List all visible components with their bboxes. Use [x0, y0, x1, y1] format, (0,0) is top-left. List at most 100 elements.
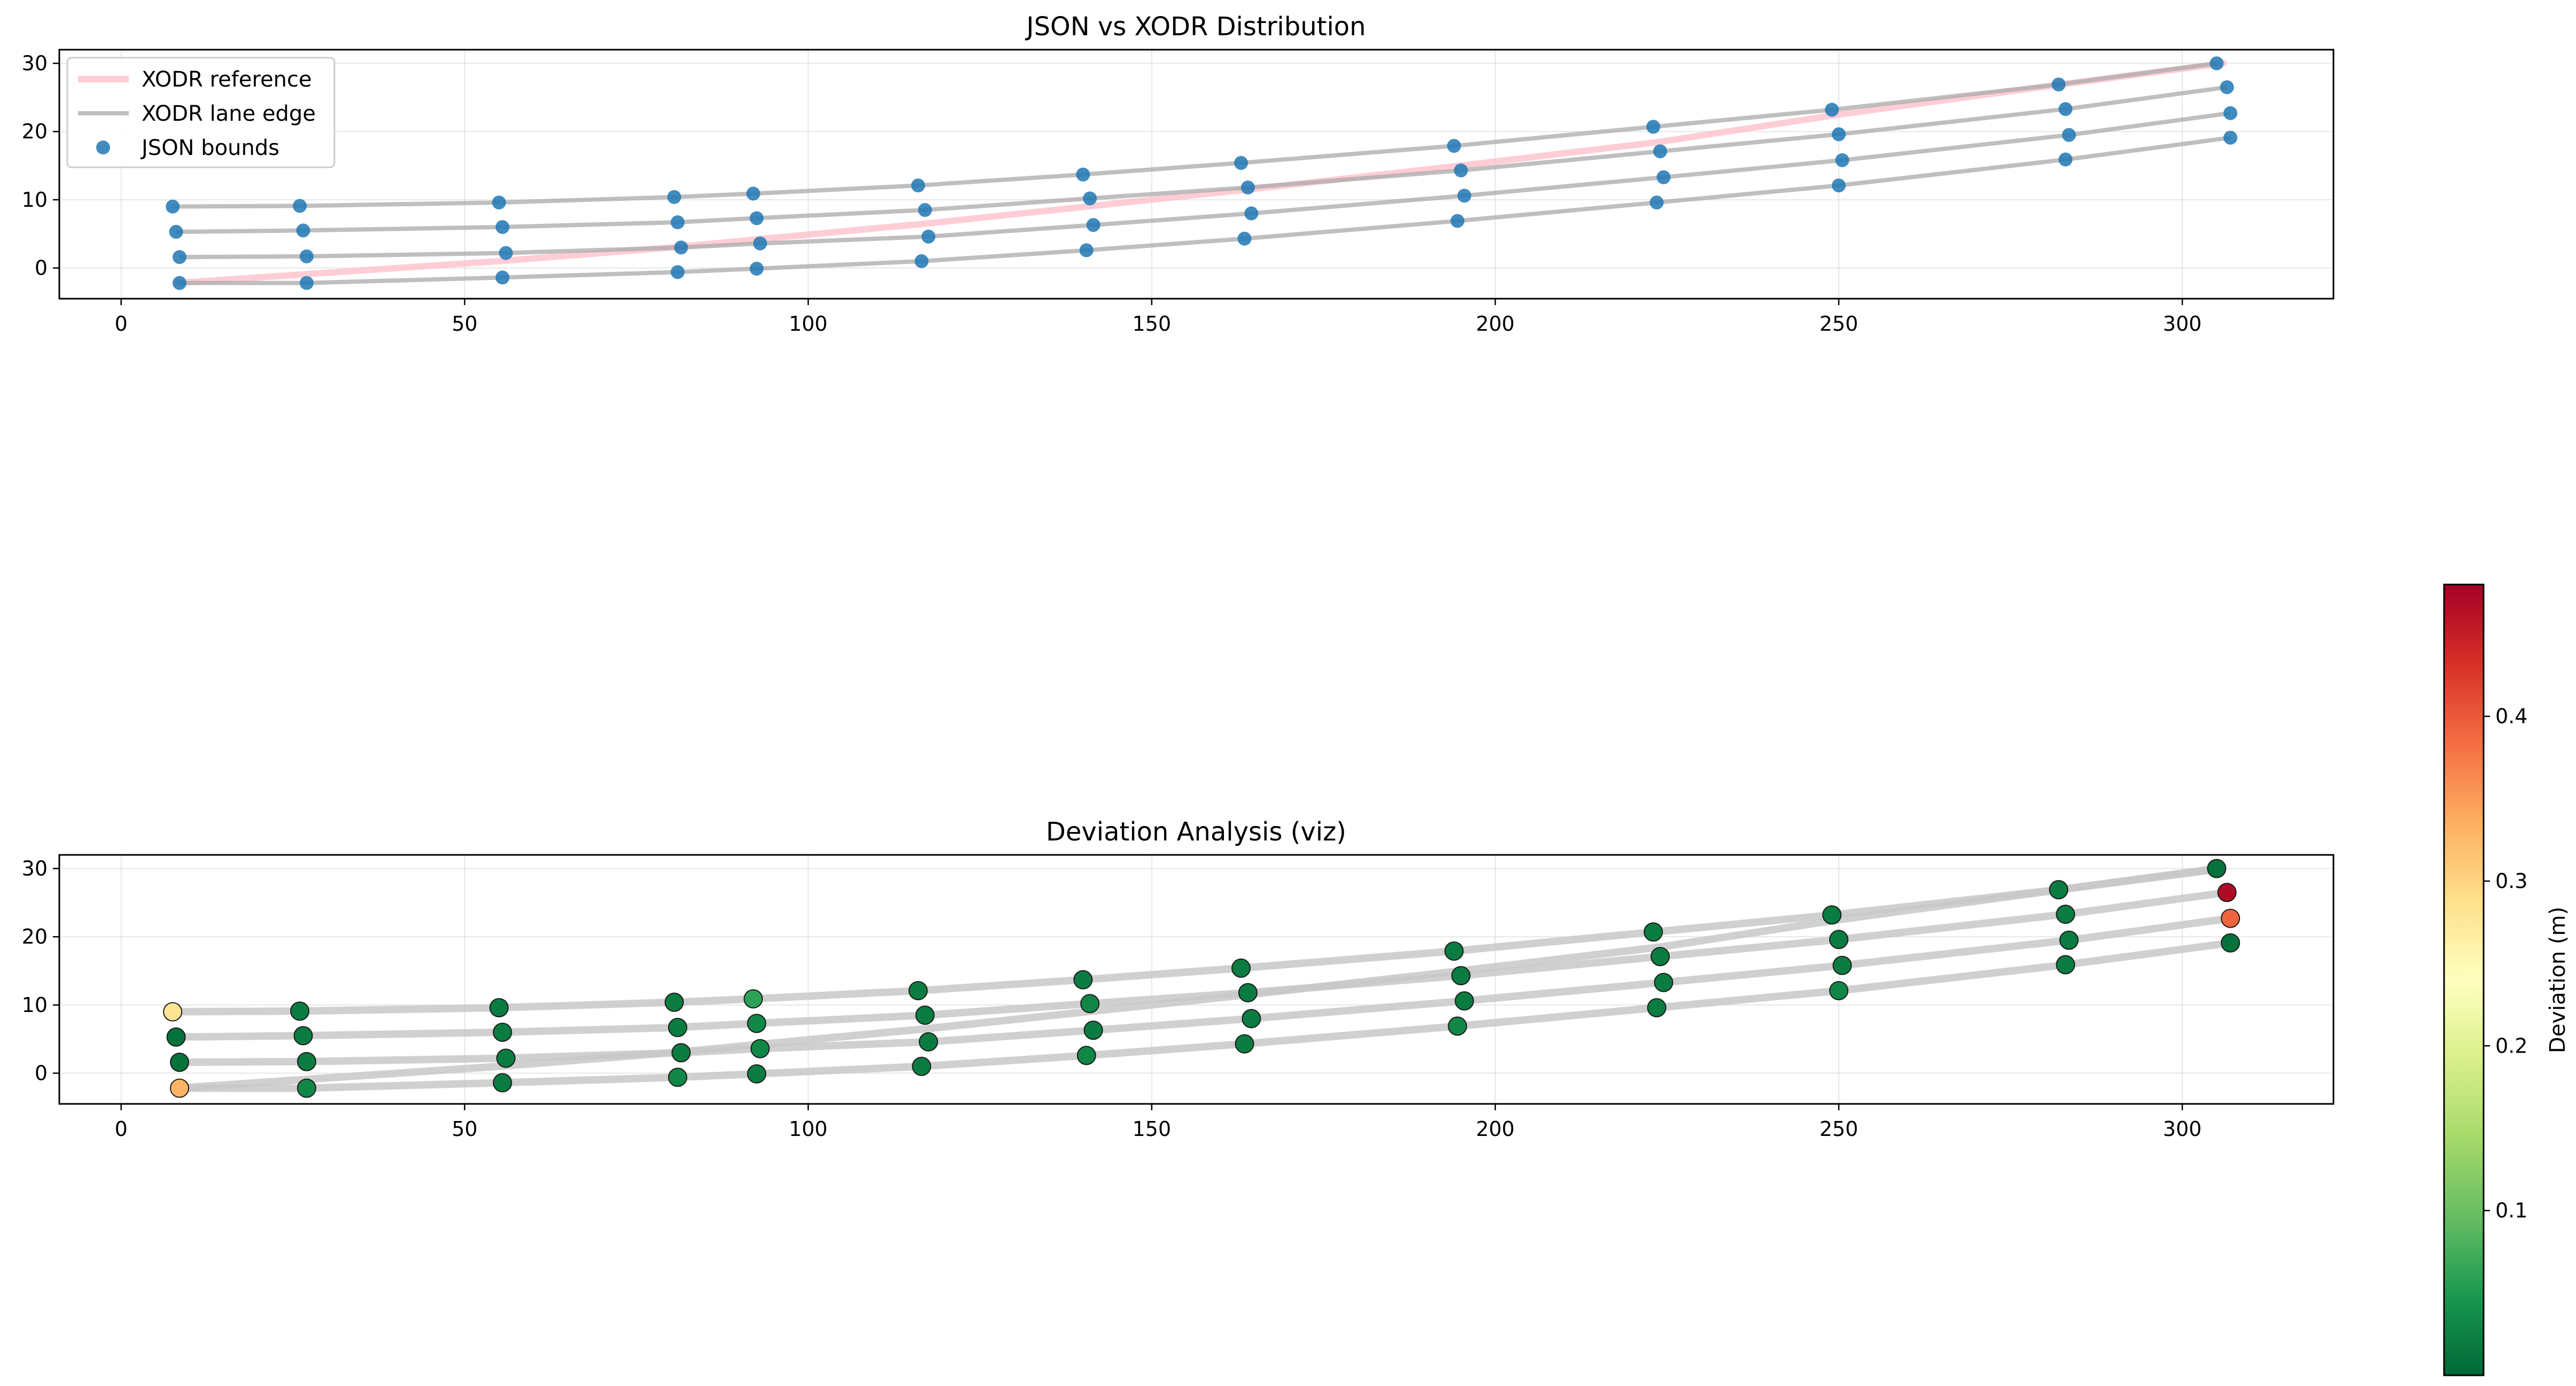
json-bound-point [2051, 77, 2066, 92]
deviation-point [2049, 880, 2068, 900]
json-bound-point [2223, 130, 2238, 145]
deviation-point [1448, 1016, 1467, 1036]
colorbar-tick-label: 0.1 [2495, 1199, 2527, 1223]
x-tick-label: 150 [1133, 312, 1172, 336]
deviation-point [489, 998, 509, 1017]
json-bound-point [1646, 120, 1660, 134]
x-tick-label: 50 [452, 1117, 478, 1141]
colorbar-tick-label: 0.4 [2495, 705, 2527, 728]
y-tick-label: 20 [22, 120, 48, 143]
json-bound-point [299, 249, 314, 263]
deviation-point [493, 1073, 512, 1093]
lane-edge-layer [173, 865, 2231, 1092]
x-tick-label: 200 [1476, 312, 1515, 336]
json-bound-point [670, 265, 685, 279]
deviation-point [743, 989, 763, 1009]
x-tick-label: 150 [1133, 1117, 1172, 1141]
legend-frame [66, 57, 335, 168]
deviation-point [496, 1048, 516, 1068]
x-tick-label: 300 [2163, 312, 2202, 336]
deviation-point [293, 1026, 313, 1046]
deviation-point [671, 1043, 691, 1063]
deviation-point [1242, 1009, 1261, 1029]
deviation-point [2221, 908, 2241, 928]
deviation-point [1231, 958, 1251, 978]
x-tick-label: 50 [452, 312, 478, 336]
deviation-point [915, 1006, 935, 1025]
deviation-point [2059, 930, 2079, 950]
lane-edge-line [173, 61, 2217, 209]
json-bound-point [674, 240, 688, 255]
deviation-point [1238, 983, 1258, 1002]
deviation-point [2207, 859, 2227, 878]
x-tick-label: 300 [2163, 1117, 2202, 1141]
chart-title: JSON vs XODR Distribution [1025, 12, 1365, 42]
deviation-point [2056, 955, 2075, 975]
json-bound-point [670, 215, 685, 230]
deviation-point [170, 1053, 190, 1072]
deviation-point [2221, 933, 2241, 953]
deviation-point [170, 1078, 190, 1098]
colorbar-ticks: 0.1 0.2 0.3 0.4 [2484, 705, 2527, 1223]
deviation-point [1235, 1034, 1254, 1054]
deviation-point [2056, 905, 2075, 924]
json-bound-point [750, 261, 764, 276]
deviation-point [1080, 994, 1100, 1014]
colorbar-tick-label: 0.3 [2495, 869, 2527, 893]
deviation-point [493, 1022, 512, 1042]
deviation-point [1083, 1021, 1103, 1040]
json-bound-point [1832, 178, 1846, 193]
deviation-point [166, 1027, 186, 1047]
json-bound-point [498, 246, 513, 260]
json-bound-point [1650, 195, 1664, 209]
plot-area [166, 56, 2238, 290]
reference-line-layer [173, 60, 2227, 286]
y-tick-label: 30 [22, 52, 48, 75]
json-bound-point [1653, 144, 1667, 159]
plot-area [163, 859, 2241, 1098]
json-bound-point [915, 254, 929, 268]
legend: XODR reference XODR lane edge JSON bound… [66, 57, 335, 168]
deviation-point [747, 1064, 767, 1084]
json-bound-point [169, 224, 183, 239]
colorbar-tick-label: 0.2 [2495, 1034, 2527, 1057]
chart-title: Deviation Analysis (viz) [1046, 817, 1346, 847]
json-bound-point [2223, 106, 2238, 120]
axes-frame [58, 49, 2335, 300]
deviation-point [1444, 941, 1464, 961]
json-bound-point [1825, 103, 1839, 117]
json-bound-point [1835, 153, 1849, 167]
deviation-point [1073, 970, 1093, 990]
deviation-point [750, 1039, 770, 1058]
lane-edge-line [176, 889, 2228, 1041]
json-bound-point [1076, 167, 1090, 182]
y-tick-label: 10 [22, 188, 48, 212]
grid [59, 855, 2333, 1104]
x-tick-label: 200 [1476, 1117, 1515, 1141]
json-bound-point [293, 199, 307, 213]
json-bound-point [299, 276, 314, 290]
colorbar-gradient [2443, 583, 2485, 1376]
deviation-point [1654, 972, 1674, 992]
json-bound-point [173, 276, 187, 290]
json-bound-point [746, 186, 760, 201]
x-tick-label: 250 [1820, 1117, 1859, 1141]
json-bound-point [2210, 56, 2224, 71]
deviation-point [290, 1001, 310, 1021]
axis-ticks: 0 50 100 150 200 250 300 0 10 20 30 [22, 52, 2202, 336]
y-tick-label: 10 [22, 993, 48, 1017]
axes-frame [58, 854, 2335, 1105]
legend-label-reference: XODR reference [142, 67, 312, 92]
json-bound-point [296, 223, 310, 238]
deviation-point [747, 1014, 767, 1033]
json-bound-point [753, 236, 767, 251]
deviation-point [163, 1002, 183, 1022]
deviation-point [1650, 947, 1670, 967]
json-bound-point [921, 229, 935, 244]
json-bound-point [1244, 206, 1259, 221]
json-bound-point [1450, 214, 1465, 228]
deviation-point [1822, 905, 1842, 925]
deviation-point [1076, 1046, 1096, 1065]
colorbar: 0.1 0.2 0.3 0.4 Deviation (m) [2443, 583, 2570, 1376]
